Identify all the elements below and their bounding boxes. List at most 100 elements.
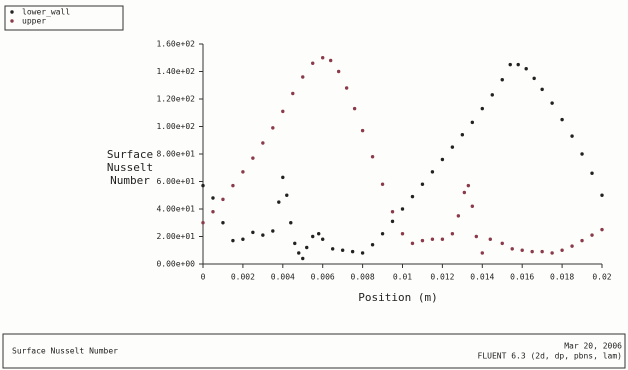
- data-point: [500, 78, 504, 82]
- data-point: [380, 182, 385, 186]
- data-point: [600, 193, 604, 197]
- data-point: [560, 248, 564, 252]
- data-point: [410, 241, 415, 246]
- x-tick-label: 0.02: [592, 273, 611, 282]
- y-tick-label: 0.00e+00: [156, 260, 195, 269]
- data-point: [466, 183, 471, 188]
- data-point: [400, 207, 405, 211]
- data-point: [261, 233, 265, 237]
- legend-marker: [10, 19, 14, 23]
- y-tick-label: 1.20e+02: [156, 95, 195, 104]
- data-point: [410, 194, 415, 199]
- data-point: [550, 251, 554, 255]
- data-point: [560, 117, 564, 122]
- data-point: [370, 155, 375, 159]
- legend-marker: [10, 10, 14, 14]
- data-point: [311, 234, 315, 239]
- data-point: [530, 249, 534, 254]
- data-point: [532, 76, 536, 81]
- data-point: [430, 170, 435, 174]
- data-point: [516, 62, 520, 67]
- y-axis-title: Surface: [107, 148, 153, 161]
- data-point: [285, 193, 289, 197]
- data-point: [293, 241, 297, 246]
- y-tick-label: 1.00e+02: [156, 122, 195, 131]
- data-point: [590, 233, 594, 237]
- data-point: [321, 237, 325, 241]
- data-point: [420, 238, 425, 243]
- footer-date: Mar 20, 2006: [564, 342, 622, 351]
- data-point: [390, 219, 395, 224]
- data-point: [456, 214, 461, 218]
- y-axis-title: Number: [110, 174, 150, 187]
- data-point: [201, 221, 205, 225]
- legend-label: upper: [22, 17, 46, 26]
- data-point: [251, 156, 255, 160]
- data-point: [301, 75, 305, 79]
- data-point: [510, 247, 514, 251]
- data-point: [500, 241, 504, 246]
- x-tick-label: 0.018: [550, 273, 574, 282]
- data-point: [251, 230, 255, 235]
- data-point: [520, 248, 524, 252]
- data-point: [370, 243, 375, 247]
- y-tick-label: 8.00e+01: [156, 150, 195, 159]
- x-tick-label: 0.01: [393, 273, 412, 282]
- data-point: [350, 249, 355, 254]
- data-point: [490, 93, 494, 97]
- data-point: [277, 200, 281, 204]
- data-point: [550, 101, 554, 105]
- x-tick-label: 0.004: [271, 273, 295, 282]
- data-point: [360, 128, 365, 133]
- data-point: [301, 256, 305, 261]
- data-point: [221, 221, 225, 225]
- data-point: [450, 145, 455, 149]
- data-point: [336, 69, 341, 74]
- legend-label: lower_wall: [22, 8, 70, 17]
- x-tick-label: 0.008: [351, 273, 375, 282]
- footer-title: Surface Nusselt Number: [12, 347, 118, 356]
- data-point: [508, 62, 512, 67]
- x-tick-label: 0.014: [470, 273, 494, 282]
- y-tick-label: 2.00e+01: [156, 232, 195, 241]
- data-point: [450, 232, 455, 236]
- data-point: [524, 67, 528, 71]
- data-point: [460, 133, 465, 137]
- data-point: [600, 227, 604, 232]
- data-point: [241, 170, 245, 174]
- y-tick-label: 1.40e+02: [156, 67, 195, 76]
- data-point: [297, 251, 301, 255]
- data-point: [440, 237, 445, 241]
- data-point: [241, 237, 245, 241]
- data-point: [480, 106, 484, 111]
- data-point: [211, 196, 215, 200]
- data-point: [480, 251, 484, 255]
- data-point: [540, 249, 544, 254]
- data-point: [317, 232, 321, 236]
- data-point: [321, 56, 325, 60]
- data-point: [281, 109, 285, 114]
- data-point: [231, 238, 235, 243]
- data-point: [305, 245, 309, 250]
- data-point: [470, 204, 475, 208]
- data-point: [420, 182, 425, 186]
- data-point: [344, 86, 349, 90]
- data-point: [488, 237, 492, 241]
- legend-box: [4, 5, 124, 31]
- x-tick-label: 0.012: [430, 273, 454, 282]
- data-point: [271, 229, 275, 233]
- data-point: [231, 183, 235, 188]
- data-point: [470, 120, 475, 125]
- data-point: [291, 91, 295, 96]
- x-tick-label: 0.016: [510, 273, 534, 282]
- data-point: [400, 232, 405, 236]
- x-tick-label: 0.002: [231, 273, 255, 282]
- data-point: [360, 251, 365, 255]
- y-tick-label: 1.60e+02: [156, 40, 195, 49]
- x-tick-label: 0.006: [311, 273, 335, 282]
- data-point: [590, 171, 594, 175]
- data-point: [474, 234, 479, 239]
- data-point: [261, 141, 265, 145]
- data-point: [462, 190, 467, 195]
